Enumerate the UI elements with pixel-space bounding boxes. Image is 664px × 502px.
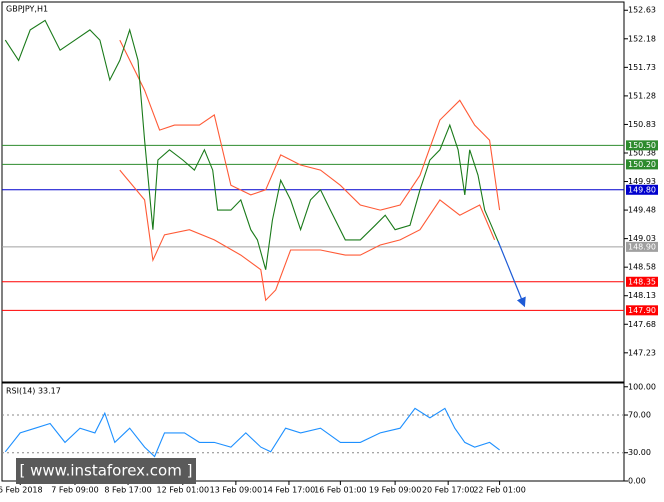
level-label: 147.90 (626, 305, 658, 316)
level-label-text: 150.50 (628, 141, 656, 150)
x-tick-label: 14 Feb 17:00 (263, 486, 315, 495)
y-tick-label: 150.83 (628, 120, 656, 129)
level-label-box (626, 305, 658, 316)
x-tick-label: 8 Feb 17:00 (104, 486, 151, 495)
level-label-text: 150.20 (628, 160, 656, 169)
x-tick-label: 12 Feb 01:00 (157, 486, 209, 495)
y-tick-label: 100.00 (628, 382, 656, 391)
rsi-panel (1, 382, 625, 482)
rsi-layer: 100.00 70.00 30.00 0.00 (2, 382, 656, 486)
y-tick-label: 149.93 (628, 177, 656, 186)
forecast-arrow (497, 240, 526, 308)
rsi-title: RSI(14) 33.17 (6, 387, 61, 396)
level-label: 150.20 (626, 159, 658, 170)
series-line (4, 407, 500, 458)
level-label-box (626, 241, 658, 252)
level-label-box (626, 140, 658, 151)
y-tick-label: 152.18 (628, 34, 656, 43)
y-tick-label: 151.73 (628, 63, 656, 72)
level-label: 149.80 (626, 184, 658, 195)
level-label-box (626, 276, 658, 287)
y-tick-label: 147.68 (628, 320, 656, 329)
y-tick-label: 148.58 (628, 263, 656, 272)
y-tick-label: 149.03 (628, 234, 656, 243)
series-line (119, 169, 496, 302)
x-tick-label: 16 Feb 01:00 (314, 486, 366, 495)
price-panel (1, 1, 625, 383)
chart-title: GBPJPY,H1 (6, 5, 48, 14)
y-tick-label: 152.63 (628, 6, 656, 15)
series-line (4, 19, 501, 270)
x-tick-label: 19 Feb 09:00 (369, 486, 421, 495)
x-tick-label: 7 Feb 09:00 (51, 486, 98, 495)
level-label: 148.90 (626, 241, 658, 252)
x-tick-label: 22 Feb 01:00 (473, 486, 525, 495)
watermark: [ www.instaforex.com ] (20, 462, 193, 480)
x-tick-label: 13 Feb 09:00 (210, 486, 262, 495)
y-tick-label: 147.23 (628, 348, 656, 357)
watermark-box (16, 458, 196, 484)
series-line (119, 39, 501, 211)
y-tick-label: 0.00 (628, 477, 646, 486)
price-layer: 152.63 152.18 151.73 151.28 150.83 150.38 149.… (0, 6, 658, 495)
level-label-box (626, 184, 658, 195)
y-tick-label: 151.28 (628, 91, 656, 100)
level-label-box (626, 159, 658, 170)
level-label: 150.50 (626, 140, 658, 151)
y-tick-label: 148.13 (628, 291, 656, 300)
x-tick-label: 6 Feb 2018 (0, 486, 43, 495)
y-tick-label: 150.38 (628, 148, 656, 157)
y-tick-label: 30.00 (628, 448, 651, 457)
y-tick-label: 70.00 (628, 411, 651, 420)
level-label-text: 149.80 (628, 185, 656, 194)
level-label-text: 148.90 (628, 242, 656, 251)
level-label-text: 148.35 (628, 277, 656, 286)
level-label-text: 147.90 (628, 306, 656, 315)
y-tick-label: 149.48 (628, 206, 656, 215)
x-tick-label: 20 Feb 17:00 (422, 486, 474, 495)
level-label: 148.35 (626, 276, 658, 287)
